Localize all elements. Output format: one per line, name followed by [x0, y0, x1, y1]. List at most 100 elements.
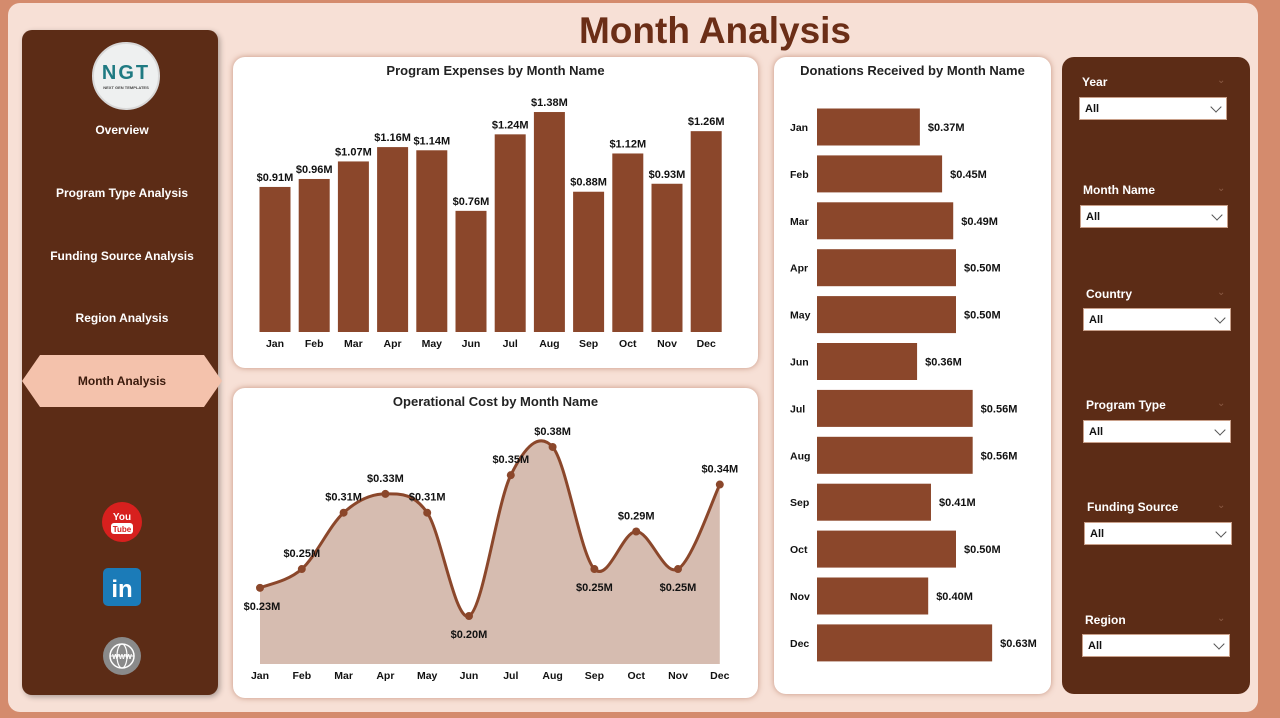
y-tick-label: Oct: [790, 544, 808, 556]
data-label: $0.50M: [964, 263, 1001, 275]
data-label: $0.25M: [576, 582, 613, 594]
filter-label: Year: [1082, 75, 1108, 89]
data-point: [423, 508, 432, 517]
data-label: $0.56M: [981, 403, 1018, 415]
nav-overview[interactable]: Overview: [95, 123, 149, 137]
data-point: [715, 480, 724, 489]
y-tick-label: May: [790, 310, 811, 322]
filter-dropdown-program-type[interactable]: All: [1083, 420, 1231, 443]
filter-dropdown-month-name[interactable]: All: [1080, 205, 1228, 228]
data-label: $1.16M: [374, 132, 411, 144]
data-label: $0.25M: [283, 548, 320, 560]
bar: [533, 112, 565, 332]
bar: [817, 624, 993, 662]
data-label: $0.41M: [939, 497, 976, 509]
collapse-chevron-icon[interactable]: ⌄: [1217, 500, 1226, 511]
x-tick-label: Sep: [579, 338, 598, 350]
data-point: [339, 508, 348, 517]
filter-label: Month Name: [1083, 183, 1155, 197]
x-tick-label: Feb: [292, 670, 311, 682]
x-tick-label: Sep: [585, 670, 604, 682]
data-point: [381, 489, 390, 498]
x-tick-label: Mar: [334, 670, 353, 682]
page-title: Month Analysis: [578, 10, 852, 51]
data-label: $1.26M: [688, 116, 725, 128]
nav-region-analysis[interactable]: Region Analysis: [75, 311, 169, 325]
chevron-down-icon: [1210, 101, 1222, 113]
x-tick-label: Nov: [657, 338, 677, 350]
filter-dropdown-region[interactable]: All: [1082, 634, 1230, 657]
y-tick-label: Jul: [790, 403, 805, 415]
youtube-icon[interactable]: You Tube: [102, 502, 142, 542]
data-label: $0.50M: [964, 310, 1001, 322]
data-label: $0.56M: [981, 450, 1018, 462]
dropdown-value: All: [1085, 103, 1100, 115]
filter-label: Country: [1086, 287, 1132, 301]
data-label: $1.24M: [492, 119, 529, 131]
x-tick-label: Jun: [460, 670, 479, 682]
data-label: $0.40M: [936, 591, 973, 603]
y-tick-label: Nov: [790, 591, 810, 603]
data-point: [506, 471, 515, 480]
dropdown-value: All: [1090, 528, 1105, 540]
bar: [690, 131, 722, 332]
x-tick-label: Aug: [542, 670, 562, 682]
bar: [573, 191, 605, 332]
x-tick-label: Mar: [344, 338, 363, 350]
x-tick-label: Jun: [462, 338, 481, 350]
nav-month-analysis[interactable]: Month Analysis: [22, 355, 222, 407]
data-label: $0.20M: [451, 629, 488, 641]
bar: [817, 296, 956, 334]
data-label: $1.14M: [413, 135, 450, 147]
y-tick-label: Feb: [790, 169, 809, 181]
chevron-down-icon: [1214, 312, 1226, 324]
globe-icon[interactable]: WWW: [102, 636, 142, 676]
x-tick-label: May: [417, 670, 438, 682]
dropdown-value: All: [1086, 211, 1101, 223]
collapse-chevron-icon[interactable]: ⌄: [1217, 398, 1226, 409]
bar: [817, 483, 931, 521]
collapse-chevron-icon[interactable]: ⌄: [1217, 613, 1226, 624]
filter-panel: Year ⌄ All Month Name ⌄ All Country ⌄ All Program…: [1062, 57, 1250, 694]
bar: [259, 186, 291, 332]
linkedin-icon[interactable]: in: [102, 567, 142, 607]
data-label: $0.88M: [570, 177, 607, 189]
x-tick-label: Jul: [503, 670, 518, 682]
nav-funding-source-analysis[interactable]: Funding Source Analysis: [50, 249, 194, 263]
filter-dropdown-country[interactable]: All: [1083, 308, 1231, 331]
data-point: [297, 565, 306, 574]
data-label: $0.25M: [660, 582, 697, 594]
filter-label: Program Type: [1086, 398, 1166, 412]
chart-title: Donations Received by Month Name: [800, 63, 1025, 78]
bar: [337, 161, 369, 332]
filter-label: Region: [1085, 613, 1126, 627]
y-tick-label: Sep: [790, 497, 809, 509]
data-label: $1.07M: [335, 146, 372, 158]
data-label: $0.34M: [701, 464, 738, 476]
bar: [377, 147, 409, 332]
filter-dropdown-funding-source[interactable]: All: [1084, 522, 1232, 545]
filter-label: Funding Source: [1087, 500, 1179, 514]
nav-program-type-analysis[interactable]: Program Type Analysis: [55, 186, 189, 200]
svg-text:WWW: WWW: [112, 654, 132, 661]
filter-dropdown-year[interactable]: All: [1079, 97, 1227, 120]
bar: [817, 530, 956, 568]
logo: NGT NEXT GEN TEMPLATES: [92, 42, 160, 110]
dropdown-value: All: [1089, 314, 1104, 326]
bar: [494, 134, 526, 332]
data-point: [548, 442, 557, 451]
collapse-chevron-icon[interactable]: ⌄: [1217, 287, 1226, 298]
bar: [817, 343, 918, 380]
chevron-down-icon: [1214, 424, 1226, 436]
bar: [817, 249, 956, 287]
x-tick-label: Jan: [266, 338, 284, 350]
collapse-chevron-icon[interactable]: ⌄: [1217, 75, 1226, 86]
y-tick-label: Apr: [790, 263, 808, 275]
chart-title: Operational Cost by Month Name: [392, 394, 599, 409]
bar: [817, 202, 954, 240]
collapse-chevron-icon[interactable]: ⌄: [1217, 183, 1226, 194]
data-label: $0.49M: [961, 216, 998, 228]
x-tick-label: Dec: [710, 670, 729, 682]
data-label: $0.38M: [534, 426, 571, 438]
x-tick-label: Feb: [305, 338, 324, 350]
